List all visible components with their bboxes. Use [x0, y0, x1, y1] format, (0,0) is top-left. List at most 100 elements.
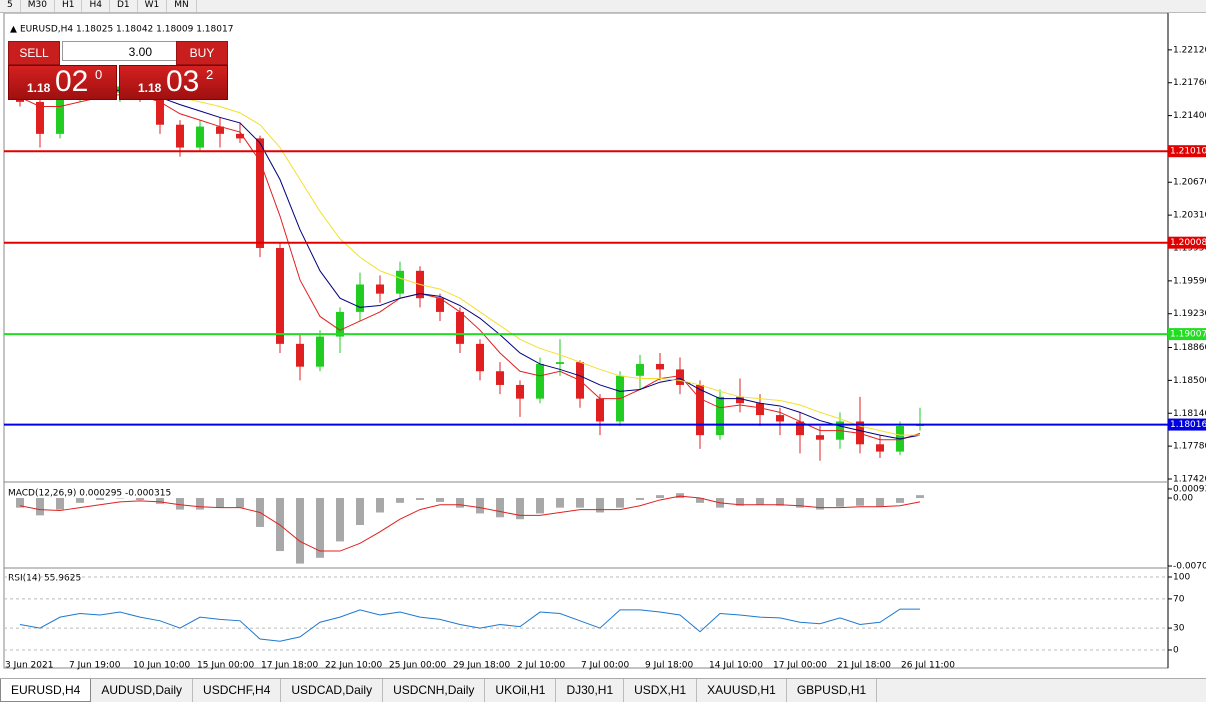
candle-body: [556, 362, 564, 364]
one-click-trading: SELL 3.00 BUY 1.18 02 0 1.18 03 2: [8, 41, 228, 100]
timeframe-toolbar: 5 M30 H1 H4 D1 W1 MN: [0, 0, 1206, 13]
level-tag: [1168, 418, 1206, 431]
y-tick-label: 1.19590: [1173, 276, 1206, 286]
y-tick-label: 70: [1173, 594, 1185, 604]
macd-bar: [656, 495, 664, 499]
macd-bar: [396, 498, 404, 503]
macd-bar: [156, 498, 164, 504]
y-tick-label: 1.19230: [1173, 309, 1206, 319]
chart-tab[interactable]: AUDUSD,Daily: [91, 679, 194, 702]
candle-body: [36, 101, 44, 134]
ask-frac: 2: [206, 67, 214, 82]
candle-body: [596, 398, 604, 422]
buy-button[interactable]: BUY: [176, 41, 228, 65]
candle-body: [256, 138, 264, 248]
bid-pips: 02: [55, 65, 89, 98]
timeframe-button[interactable]: H1: [55, 0, 83, 12]
rsi-label: RSI(14) 55.9625: [8, 574, 81, 584]
candle-body: [536, 363, 544, 399]
x-tick-label: 17 Jun 18:00: [261, 661, 318, 671]
candle-body: [516, 384, 524, 399]
y-tick-label: 1.17420: [1173, 474, 1206, 484]
macd-bar: [576, 498, 584, 508]
x-tick-label: 2 Jul 10:00: [517, 661, 566, 671]
macd-bar: [236, 498, 244, 508]
chart-tabs: EURUSD,H4 AUDUSD,Daily USDCHF,H4 USDCAD,Dai…: [0, 678, 1206, 702]
timeframe-button[interactable]: MN: [167, 0, 197, 12]
chart-tab[interactable]: EURUSD,H4: [0, 679, 92, 702]
macd-signal: [19, 495, 921, 552]
x-tick-label: 17 Jul 00:00: [773, 661, 827, 671]
macd-bar: [476, 498, 484, 514]
chart-tab[interactable]: DJ30,H1: [556, 679, 625, 702]
bid-big: 1.18: [27, 81, 51, 95]
macd-bar: [696, 498, 704, 503]
chart-tab[interactable]: UKOil,H1: [485, 679, 557, 702]
level-label: 1.19007: [1170, 330, 1206, 340]
x-tick-label: 26 Jul 11:00: [901, 661, 955, 671]
y-tick-label: 1.21760: [1173, 78, 1206, 88]
candle-body: [496, 371, 504, 385]
candle-body: [716, 396, 724, 436]
y-tick-label: 0: [1173, 646, 1179, 656]
timeframe-button[interactable]: W1: [138, 0, 168, 12]
timeframe-button[interactable]: H4: [82, 0, 110, 12]
candle-body: [636, 363, 644, 376]
candle-body: [316, 336, 324, 367]
x-tick-label: 29 Jun 18:00: [453, 661, 510, 671]
x-tick-label: 3 Jun 2021: [5, 661, 53, 671]
level-label: 1.20008: [1170, 238, 1206, 248]
macd-bar: [356, 498, 364, 526]
macd-bar: [816, 498, 824, 510]
candle-body: [236, 133, 244, 139]
sell-button[interactable]: SELL: [8, 41, 60, 65]
timeframe-button[interactable]: M30: [21, 0, 55, 12]
x-tick-label: 25 Jun 00:00: [389, 661, 446, 671]
timeframe-button[interactable]: 5: [0, 0, 21, 12]
timeframe-button[interactable]: D1: [110, 0, 138, 12]
moving-average: [19, 94, 921, 441]
chart-tab[interactable]: USDCHF,H4: [193, 679, 282, 702]
y-tick-label: 1.18500: [1173, 376, 1206, 386]
lot-input[interactable]: 3.00: [62, 41, 177, 61]
macd-bar: [516, 498, 524, 520]
macd-bar: [456, 498, 464, 508]
macd-bar: [556, 498, 564, 508]
moving-average: [99, 89, 921, 440]
macd-bar: [116, 498, 124, 499]
header-arrow: ▲: [10, 25, 17, 35]
candle-body: [396, 270, 404, 294]
candle-body: [56, 92, 64, 134]
chart-tab[interactable]: GBPUSD,H1: [787, 679, 878, 702]
chart: EURUSD,H4 1.18025 1.18042 1.18009 1.1801…: [3, 13, 1206, 671]
macd-bar: [736, 498, 744, 506]
chart-tab[interactable]: USDCAD,Daily: [281, 679, 384, 702]
macd-bar: [896, 498, 904, 503]
candle-body: [736, 396, 744, 404]
macd-bar: [336, 498, 344, 542]
bid-price[interactable]: 1.18 02 0: [8, 65, 117, 100]
macd-bar: [376, 498, 384, 513]
macd-bar: [596, 498, 604, 513]
candle-body: [456, 311, 464, 344]
candle-body: [196, 126, 204, 148]
y-tick-label: 1.21400: [1173, 111, 1206, 121]
macd-label: MACD(12,26,9) 0.000295 -0.000315: [8, 489, 171, 499]
macd-bar: [536, 498, 544, 514]
y-tick-label: 0.000936: [1173, 485, 1206, 495]
ask-pips: 03: [166, 65, 200, 98]
chart-tab[interactable]: XAUUSD,H1: [697, 679, 787, 702]
candle-body: [876, 444, 884, 452]
macd-bar: [176, 498, 184, 510]
chart-tab[interactable]: USDCNH,Daily: [383, 679, 486, 702]
y-tick-label: 1.18860: [1173, 343, 1206, 353]
chart-tab[interactable]: USDX,H1: [624, 679, 698, 702]
x-tick-label: 14 Jul 10:00: [709, 661, 763, 671]
x-tick-label: 10 Jun 10:00: [133, 661, 190, 671]
ask-price[interactable]: 1.18 03 2: [119, 65, 228, 100]
x-tick-label: 22 Jun 10:00: [325, 661, 382, 671]
level-label: 1.18016: [1170, 420, 1206, 430]
candle-body: [676, 369, 684, 385]
y-tick-label: 1.18140: [1173, 409, 1206, 419]
candle-body: [436, 298, 444, 312]
